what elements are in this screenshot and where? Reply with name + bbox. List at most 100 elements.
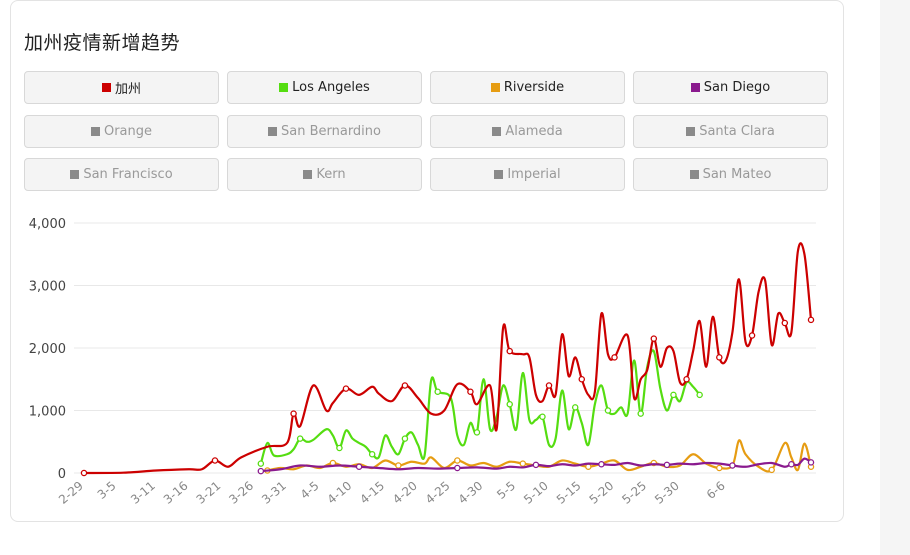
legend-swatch xyxy=(303,170,313,179)
data-point xyxy=(781,319,789,327)
data-point xyxy=(454,464,461,472)
legend-label: San Bernardino xyxy=(280,124,381,139)
data-point xyxy=(290,410,297,417)
x-tick-label: 3-16 xyxy=(161,479,191,507)
legend-item-4[interactable]: San Diego xyxy=(633,71,828,104)
data-point xyxy=(80,469,88,477)
y-tick-label: 3,000 xyxy=(29,280,66,295)
data-point xyxy=(696,391,703,399)
legend-item-1[interactable]: 加州 xyxy=(24,71,219,104)
data-point xyxy=(506,347,513,355)
data-point xyxy=(519,460,527,467)
data-point xyxy=(545,382,553,389)
legend-item-10[interactable]: Kern xyxy=(227,158,422,191)
data-point xyxy=(716,464,723,472)
x-tick-label: 4-30 xyxy=(456,479,486,507)
data-point xyxy=(368,450,376,458)
legend-item-11[interactable]: Imperial xyxy=(430,158,625,191)
x-tick-label: 3-31 xyxy=(259,479,289,507)
legend-label: Riverside xyxy=(503,80,565,95)
legend-label: San Francisco xyxy=(83,167,173,182)
data-point xyxy=(729,462,736,469)
x-tick-label: 5-5 xyxy=(494,479,518,502)
legend-label: Alameda xyxy=(505,124,563,139)
legend-swatch xyxy=(492,127,502,136)
legend-item-8[interactable]: Santa Clara xyxy=(633,115,828,148)
x-tick-label: 5-15 xyxy=(554,479,584,507)
data-point xyxy=(395,462,402,469)
x-tick-label: 4-15 xyxy=(357,479,387,507)
x-tick-label: 5-25 xyxy=(619,479,649,507)
data-point xyxy=(571,404,579,411)
legend-swatch xyxy=(101,83,111,92)
data-point xyxy=(807,316,815,324)
data-point xyxy=(578,375,586,383)
legend-swatch xyxy=(690,83,700,92)
data-point xyxy=(401,435,409,442)
data-point xyxy=(506,400,513,408)
legend-label: Orange xyxy=(103,124,153,139)
legend-item-3[interactable]: Riverside xyxy=(430,71,625,104)
legend-label: Kern xyxy=(316,167,346,182)
x-tick-label: 3-11 xyxy=(128,479,158,507)
data-point xyxy=(637,410,644,417)
data-point xyxy=(355,463,363,470)
data-point xyxy=(611,354,618,361)
x-tick-label: 4-10 xyxy=(325,479,355,507)
legend-item-2[interactable]: Los Angeles xyxy=(227,71,422,104)
data-point xyxy=(683,375,690,383)
legend-swatch xyxy=(279,83,289,92)
y-tick-label: 1,000 xyxy=(29,405,66,420)
legend-item-12[interactable]: San Mateo xyxy=(633,158,828,191)
y-tick-label: 4,000 xyxy=(29,217,66,232)
legend-item-9[interactable]: San Francisco xyxy=(24,158,219,191)
data-point xyxy=(434,388,441,395)
x-tick-label: 5-20 xyxy=(587,479,617,507)
legend-swatch xyxy=(90,127,100,136)
legend-swatch xyxy=(686,127,696,136)
data-point xyxy=(473,429,481,436)
series-line xyxy=(83,242,813,475)
data-point xyxy=(401,382,409,389)
data-point xyxy=(716,354,723,361)
data-point xyxy=(454,457,461,464)
data-point xyxy=(768,466,775,474)
legend-item-5[interactable]: Orange xyxy=(24,115,219,148)
legend-swatch xyxy=(70,170,80,179)
x-tick-label: 4-20 xyxy=(390,479,420,507)
legend-swatch xyxy=(490,83,500,92)
data-point xyxy=(788,460,795,468)
data-point xyxy=(807,459,815,466)
legend-label: San Mateo xyxy=(702,167,772,182)
data-point xyxy=(604,407,612,414)
right-gutter xyxy=(880,0,910,555)
x-tick-label: 5-10 xyxy=(521,479,551,507)
data-point xyxy=(296,435,304,442)
y-tick-label: 0 xyxy=(58,467,66,482)
x-tick-label: 5-30 xyxy=(652,479,682,507)
x-tick-label: 3-5 xyxy=(95,479,119,502)
legend-item-6[interactable]: San Bernardino xyxy=(227,115,422,148)
legend-label: Los Angeles xyxy=(292,80,370,95)
data-point xyxy=(670,391,677,399)
legend-label: Imperial xyxy=(507,167,561,182)
data-point xyxy=(336,444,343,452)
data-point xyxy=(585,463,592,470)
series-line xyxy=(260,457,812,473)
data-point xyxy=(257,467,265,475)
data-point xyxy=(650,335,658,342)
legend-item-7[interactable]: Alameda xyxy=(430,115,625,148)
data-point xyxy=(467,388,474,395)
data-point xyxy=(342,385,350,392)
legend-label: San Diego xyxy=(703,80,771,95)
legend-swatch xyxy=(689,170,699,179)
x-tick-label: 4-5 xyxy=(298,479,322,502)
chart-title: 加州疫情新增趋势 xyxy=(24,32,181,54)
data-point xyxy=(748,332,756,339)
legend-swatch xyxy=(267,127,277,136)
x-tick-label: 2-29 xyxy=(56,479,86,507)
data-point xyxy=(663,461,671,469)
legend-swatch xyxy=(494,170,504,179)
x-tick-label: 6-6 xyxy=(704,479,728,502)
data-point xyxy=(211,457,219,464)
